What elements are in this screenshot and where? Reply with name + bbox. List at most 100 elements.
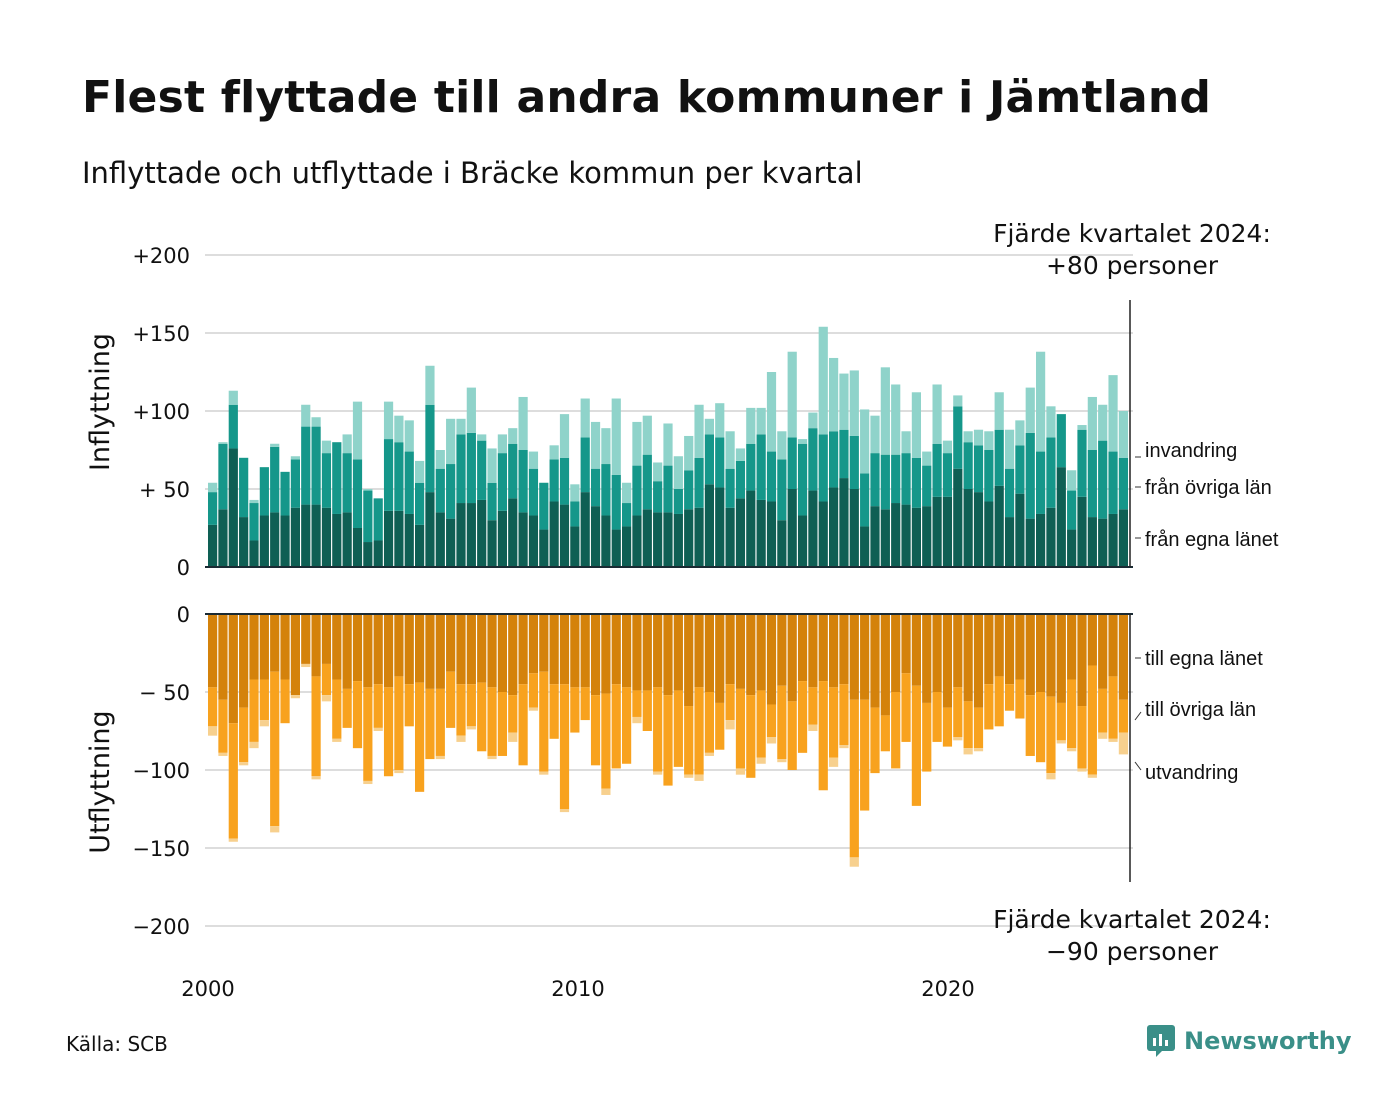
bar-in-0 xyxy=(849,489,859,567)
bar-out-0 xyxy=(528,614,539,674)
bar-out-0 xyxy=(611,614,621,685)
bar-out-1 xyxy=(218,699,228,753)
bar-in-2 xyxy=(290,456,300,460)
bar-out-2 xyxy=(394,770,404,774)
bar-out-1 xyxy=(528,673,539,708)
bar-in-0 xyxy=(756,499,766,567)
bar-in-0 xyxy=(508,498,518,567)
bar-out-0 xyxy=(642,614,652,691)
bar-in-1 xyxy=(1098,440,1108,519)
bar-in-0 xyxy=(684,509,694,567)
bar-in-0 xyxy=(797,515,808,567)
bar-in-1 xyxy=(653,481,663,513)
bar-out-1 xyxy=(508,695,518,733)
bar-out-0 xyxy=(953,614,963,688)
bar-out-0 xyxy=(922,614,932,703)
bar-in-0 xyxy=(953,468,963,567)
bar-in-2 xyxy=(301,404,311,427)
bar-out-1 xyxy=(891,692,901,769)
bar-in-0 xyxy=(1056,467,1066,567)
bar-out-2 xyxy=(735,768,746,775)
bar-out-0 xyxy=(673,614,683,691)
bar-out-0 xyxy=(280,614,290,680)
bar-in-1 xyxy=(839,429,849,479)
bar-out-2 xyxy=(829,757,839,767)
bar-out-2 xyxy=(363,780,373,785)
bar-out-1 xyxy=(342,688,352,728)
bar-out-1 xyxy=(735,688,746,769)
bar-out-0 xyxy=(632,614,642,691)
bar-in-1 xyxy=(1036,451,1046,514)
bar-out-1 xyxy=(249,679,259,742)
bar-in-0 xyxy=(259,515,269,567)
bar-out-2 xyxy=(456,735,466,742)
bar-in-2 xyxy=(1004,429,1015,469)
x-tick-label: 2020 xyxy=(921,977,974,1001)
series-label-tick xyxy=(1134,761,1142,771)
bar-out-1 xyxy=(766,704,777,738)
bar-out-0 xyxy=(797,614,808,682)
bar-in-2 xyxy=(435,450,445,469)
bar-out-1 xyxy=(570,687,580,733)
bar-in-0 xyxy=(228,448,238,567)
bar-out-0 xyxy=(415,614,425,683)
bar-out-1 xyxy=(870,707,880,774)
bar-in-0 xyxy=(829,487,839,567)
bar-out-0 xyxy=(1118,614,1128,700)
bar-out-1 xyxy=(777,685,787,760)
bar-out-0 xyxy=(1025,614,1035,696)
bar-out-1 xyxy=(611,684,621,769)
bar-in-0 xyxy=(249,540,259,567)
bar-in-1 xyxy=(290,459,300,508)
bar-in-0 xyxy=(301,504,311,567)
bar-out-1 xyxy=(549,684,559,739)
bar-in-1 xyxy=(508,443,518,499)
bar-out-2 xyxy=(1098,732,1108,739)
bar-out-0 xyxy=(342,614,352,689)
bar-in-0 xyxy=(518,512,528,567)
bar-in-0 xyxy=(363,542,373,567)
bar-in-2 xyxy=(466,387,476,433)
bar-out-1 xyxy=(922,702,932,772)
bar-out-0 xyxy=(622,614,632,688)
bar-in-2 xyxy=(963,431,973,443)
bar-out-0 xyxy=(766,614,777,705)
bar-out-0 xyxy=(911,614,921,686)
bar-in-2 xyxy=(580,398,590,438)
bar-out-0 xyxy=(301,614,311,664)
bar-out-2 xyxy=(1077,768,1087,772)
bar-out-1 xyxy=(1046,696,1056,774)
bar-out-0 xyxy=(466,614,476,685)
bar-out-2 xyxy=(808,724,818,731)
bar-in-1 xyxy=(849,435,859,489)
bar-in-0 xyxy=(704,484,714,567)
bar-out-2 xyxy=(1056,740,1066,744)
bar-in-2 xyxy=(508,428,518,444)
bar-out-0 xyxy=(694,614,704,688)
bar-in-0 xyxy=(435,512,445,567)
bar-in-0 xyxy=(549,501,559,567)
bar-in-2 xyxy=(1098,404,1108,441)
bar-in-0 xyxy=(901,504,911,567)
bar-out-0 xyxy=(1036,614,1046,692)
bar-out-2 xyxy=(632,716,642,724)
bar-in-1 xyxy=(735,460,746,499)
bar-in-1 xyxy=(746,443,756,491)
bar-in-2 xyxy=(953,395,963,407)
bar-in-0 xyxy=(870,506,880,567)
bar-out-1 xyxy=(477,682,487,752)
bar-out-0 xyxy=(1015,614,1025,680)
bar-out-1 xyxy=(901,673,911,742)
bar-in-0 xyxy=(239,517,249,567)
bar-out-0 xyxy=(1098,614,1108,689)
bar-in-2 xyxy=(218,442,228,444)
bar-out-1 xyxy=(880,715,890,752)
bar-out-1 xyxy=(725,684,735,721)
bar-out-1 xyxy=(1087,665,1097,775)
bar-in-2 xyxy=(880,367,890,455)
bar-out-1 xyxy=(932,692,942,742)
bar-out-0 xyxy=(352,614,363,682)
bar-in-1 xyxy=(570,501,580,527)
bar-out-0 xyxy=(590,614,601,696)
bar-out-1 xyxy=(466,684,476,727)
